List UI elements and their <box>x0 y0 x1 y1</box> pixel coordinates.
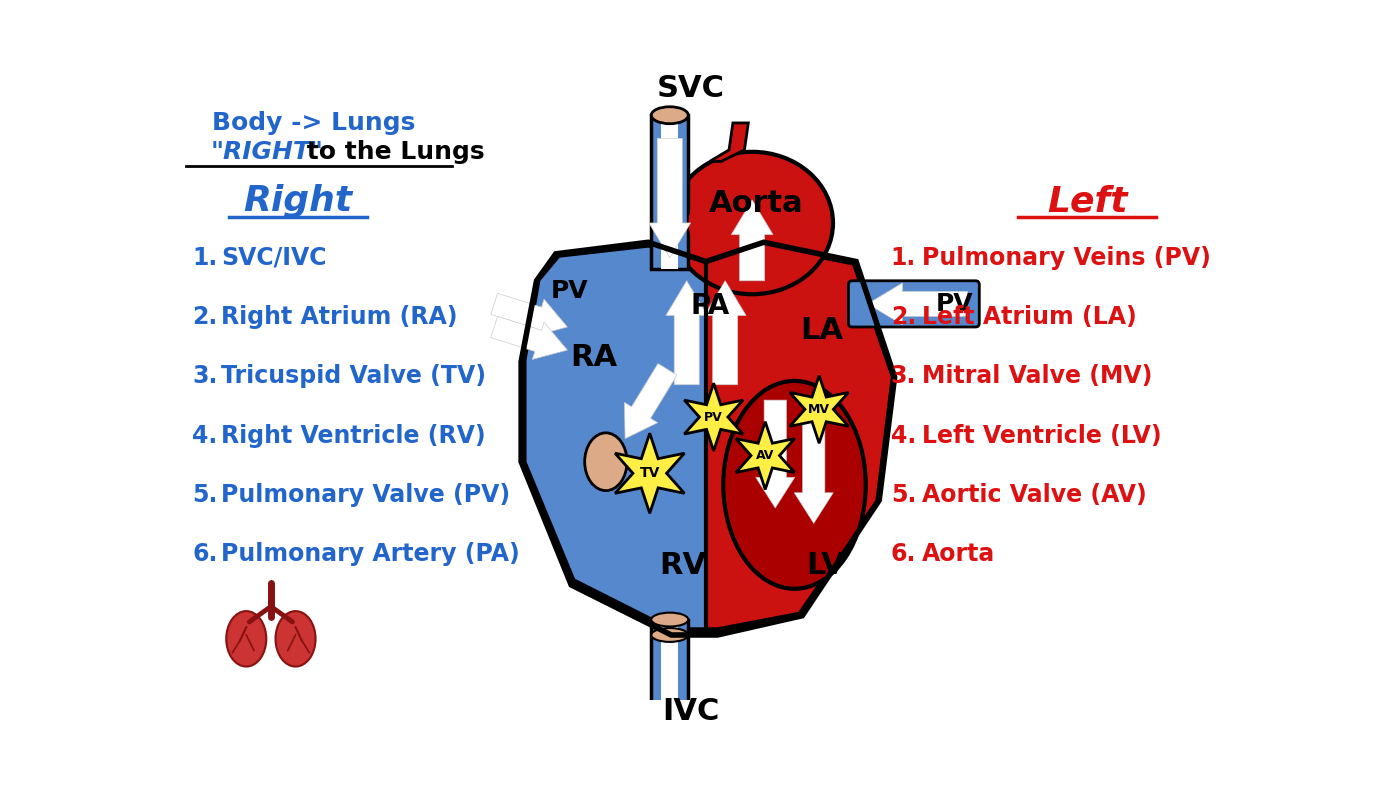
Text: to the Lungs: to the Lungs <box>298 140 484 164</box>
Text: 1.: 1. <box>890 246 916 270</box>
Text: PV: PV <box>550 279 588 303</box>
Text: 2.: 2. <box>192 305 217 329</box>
Text: Left Ventricle (LV): Left Ventricle (LV) <box>921 423 1161 448</box>
Ellipse shape <box>724 381 865 589</box>
Text: 4.: 4. <box>890 423 916 448</box>
Text: TV: TV <box>640 466 659 480</box>
Text: 6.: 6. <box>192 542 218 566</box>
Polygon shape <box>736 422 795 490</box>
Text: RV: RV <box>659 551 707 580</box>
Text: IVC: IVC <box>662 697 720 726</box>
Text: Pulmonary Artery (PA): Pulmonary Artery (PA) <box>221 542 519 566</box>
Ellipse shape <box>227 611 266 667</box>
Polygon shape <box>526 248 706 627</box>
Ellipse shape <box>672 152 833 294</box>
Text: 2.: 2. <box>890 305 916 329</box>
FancyBboxPatch shape <box>848 281 979 327</box>
Text: MV: MV <box>808 403 830 416</box>
Text: PV: PV <box>935 292 973 316</box>
Text: "RIGHT": "RIGHT" <box>211 140 323 164</box>
FancyBboxPatch shape <box>651 115 689 269</box>
Ellipse shape <box>276 611 315 667</box>
FancyBboxPatch shape <box>651 619 689 731</box>
Ellipse shape <box>689 171 816 275</box>
Text: 4.: 4. <box>192 423 217 448</box>
Text: Body -> Lungs: Body -> Lungs <box>211 111 414 135</box>
Text: 1.: 1. <box>192 246 217 270</box>
Polygon shape <box>521 242 895 635</box>
Text: Right Ventricle (RV): Right Ventricle (RV) <box>221 423 486 448</box>
FancyBboxPatch shape <box>661 619 678 731</box>
Text: AV: AV <box>756 449 774 462</box>
Text: Aorta: Aorta <box>921 542 995 566</box>
Text: PV: PV <box>704 411 722 423</box>
Polygon shape <box>710 123 749 161</box>
Polygon shape <box>706 248 890 627</box>
FancyBboxPatch shape <box>661 115 678 269</box>
Text: RA: RA <box>571 343 617 372</box>
Text: Tricuspid Valve (TV): Tricuspid Valve (TV) <box>221 364 486 388</box>
Text: 3.: 3. <box>192 364 218 388</box>
Text: LA: LA <box>799 316 843 345</box>
Text: LV: LV <box>806 551 844 580</box>
Text: Pulmonary Veins (PV): Pulmonary Veins (PV) <box>921 246 1211 270</box>
Text: 5.: 5. <box>890 483 916 507</box>
Text: SVC: SVC <box>657 74 725 103</box>
Text: Left Atrium (LA): Left Atrium (LA) <box>921 305 1137 329</box>
Text: Left: Left <box>1047 184 1127 219</box>
Text: 5.: 5. <box>192 483 218 507</box>
Text: Aorta: Aorta <box>708 190 804 218</box>
Ellipse shape <box>651 612 689 626</box>
Polygon shape <box>790 375 848 443</box>
Text: Aortic Valve (AV): Aortic Valve (AV) <box>921 483 1147 507</box>
Ellipse shape <box>651 107 689 124</box>
Ellipse shape <box>651 628 689 642</box>
Polygon shape <box>685 383 743 451</box>
Text: Mitral Valve (MV): Mitral Valve (MV) <box>921 364 1152 388</box>
Text: Pulmonary Valve (PV): Pulmonary Valve (PV) <box>221 483 510 507</box>
Text: Right Atrium (RA): Right Atrium (RA) <box>221 305 458 329</box>
Ellipse shape <box>585 433 627 490</box>
Text: 6.: 6. <box>890 542 916 566</box>
Text: PA: PA <box>690 292 729 320</box>
Polygon shape <box>615 433 685 513</box>
Text: SVC/IVC: SVC/IVC <box>221 246 326 270</box>
Text: Right: Right <box>244 184 353 219</box>
Text: 3.: 3. <box>890 364 916 388</box>
